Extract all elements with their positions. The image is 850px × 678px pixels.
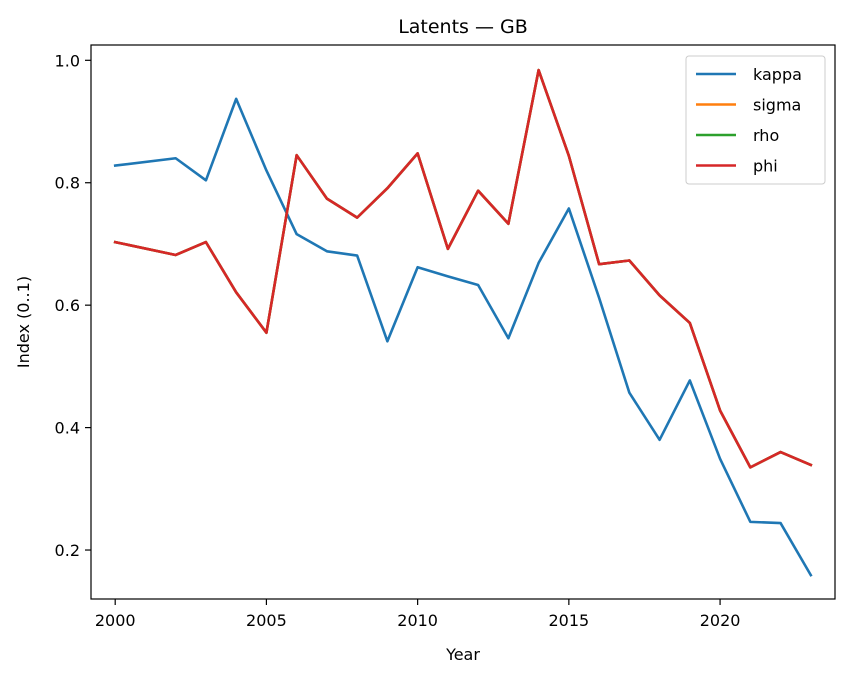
x-tick-label: 2020 <box>700 611 741 630</box>
legend-box <box>685 55 826 185</box>
x-axis-label: Year <box>445 645 480 664</box>
series-line-kappa <box>113 97 813 577</box>
legend-label-sigma: sigma <box>753 96 801 115</box>
y-tick-label: 1.0 <box>55 51 80 70</box>
x-tick-label: 2010 <box>397 611 438 630</box>
y-tick-label: 0.8 <box>55 174 80 193</box>
ticks-layer: 2000 2005 2010 2015 2020 0.2 0.4 0.6 0.8 1.0 <box>55 51 741 630</box>
y-axis-label: Index (0..1) <box>14 276 33 368</box>
axes-frame-layer <box>90 44 836 600</box>
legend-label-kappa: kappa <box>753 65 802 84</box>
x-tick-label: 2000 <box>95 611 136 630</box>
legend-label-phi: phi <box>753 157 778 176</box>
legend: kappa sigma rho phi <box>685 55 826 185</box>
y-tick-label: 0.2 <box>55 541 80 560</box>
legend-label-rho: rho <box>753 126 779 145</box>
series-layer <box>113 68 813 577</box>
x-tick-label: 2015 <box>548 611 589 630</box>
y-tick-label: 0.6 <box>55 296 80 315</box>
x-tick-label: 2005 <box>246 611 287 630</box>
chart-title: Latents — GB <box>398 16 528 38</box>
plot-frame <box>90 44 836 600</box>
y-tick-label: 0.4 <box>55 419 80 438</box>
series-line-phi <box>113 68 813 469</box>
